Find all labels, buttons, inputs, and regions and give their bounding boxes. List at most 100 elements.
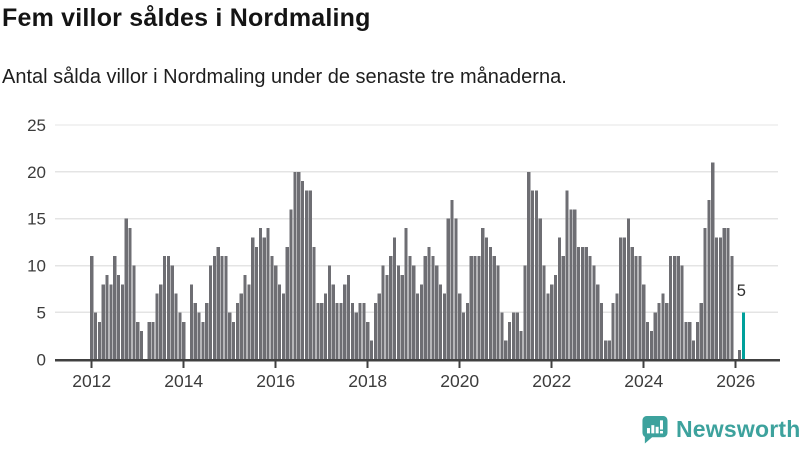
bar: [546, 293, 550, 360]
bar: [312, 246, 316, 360]
bar: [139, 331, 144, 360]
bar: [178, 312, 182, 360]
footer-brand: Newsworthy: [641, 415, 800, 444]
bar: [197, 312, 201, 360]
bar: [105, 274, 109, 360]
bar: [381, 265, 385, 360]
bar: [346, 274, 351, 360]
bar: [726, 228, 730, 360]
bar: [373, 303, 377, 360]
x-tick-label: 2024: [624, 371, 663, 391]
bar: [193, 303, 197, 360]
bar: [665, 303, 669, 360]
bar: [626, 218, 630, 360]
bar: [254, 246, 259, 360]
bar: [450, 199, 454, 360]
bar: [504, 340, 508, 360]
bar: [419, 284, 423, 360]
bar: [473, 256, 477, 360]
bar: [396, 265, 400, 360]
bar: [642, 284, 646, 360]
bar: [151, 321, 155, 360]
bar: [412, 265, 416, 360]
bar: [416, 293, 420, 360]
bar: [661, 293, 665, 360]
bar: [577, 246, 581, 360]
bar: [155, 293, 159, 360]
bar: [274, 265, 278, 360]
bar: [136, 321, 140, 360]
bar: [393, 237, 397, 360]
bar: [343, 284, 347, 360]
bar: [358, 303, 362, 360]
newsworthy-logo-text: Newsworthy: [676, 416, 800, 442]
bar: [561, 256, 565, 360]
bar: [285, 246, 289, 360]
bar: [554, 274, 558, 360]
bar: [331, 284, 335, 360]
bar: [400, 274, 404, 360]
bar: [408, 256, 412, 360]
bar: [366, 321, 370, 360]
bar: [97, 321, 101, 360]
bar: [427, 246, 431, 360]
bar: [630, 246, 634, 360]
bar: [362, 303, 366, 360]
bar: [201, 321, 205, 360]
bar: [676, 256, 680, 360]
bar: [297, 171, 301, 360]
bar: [389, 256, 393, 360]
bar: [672, 256, 676, 360]
bar: [550, 284, 554, 360]
bar: [711, 162, 715, 360]
bar: [527, 171, 531, 360]
bar: [281, 293, 285, 360]
bar: [224, 256, 228, 360]
bar: [649, 331, 653, 360]
bar: [350, 303, 354, 360]
bar: [370, 340, 374, 360]
bar: [638, 256, 642, 360]
bar: [446, 218, 450, 360]
bar: [147, 321, 151, 360]
highlighted-bar: [741, 312, 745, 360]
bar: [128, 228, 132, 360]
bar: [277, 284, 282, 360]
bar: [354, 312, 358, 360]
bar: [607, 340, 611, 360]
bar: [101, 284, 105, 360]
bar: [496, 265, 500, 360]
bar: [615, 293, 619, 360]
x-tick-label: 2016: [256, 371, 295, 391]
y-tick-label: 20: [27, 163, 46, 182]
bar: [116, 274, 121, 360]
bar: [580, 246, 584, 360]
bar: [534, 190, 538, 360]
bar: [293, 171, 297, 360]
bar: [611, 303, 615, 360]
y-tick-label: 0: [37, 350, 46, 369]
bar: [542, 265, 546, 360]
bar: [738, 349, 742, 360]
bar: [235, 303, 239, 360]
bar: [592, 265, 596, 360]
bar: [243, 274, 247, 360]
x-tick-label: 2026: [716, 371, 755, 391]
x-tick-label: 2020: [440, 371, 479, 391]
bar: [93, 312, 98, 360]
bar: [262, 237, 266, 360]
bar: [327, 265, 331, 360]
bar: [304, 190, 308, 360]
bar: [508, 321, 512, 360]
bar: [669, 256, 673, 360]
bar: [120, 284, 124, 360]
bar: [454, 218, 458, 360]
x-tick-label: 2014: [164, 371, 203, 391]
bar: [228, 312, 232, 360]
bar: [538, 218, 542, 360]
bar: [619, 237, 623, 360]
bar: [557, 237, 561, 360]
bar: [431, 256, 435, 360]
bar: [699, 303, 703, 360]
bar: [523, 265, 527, 360]
